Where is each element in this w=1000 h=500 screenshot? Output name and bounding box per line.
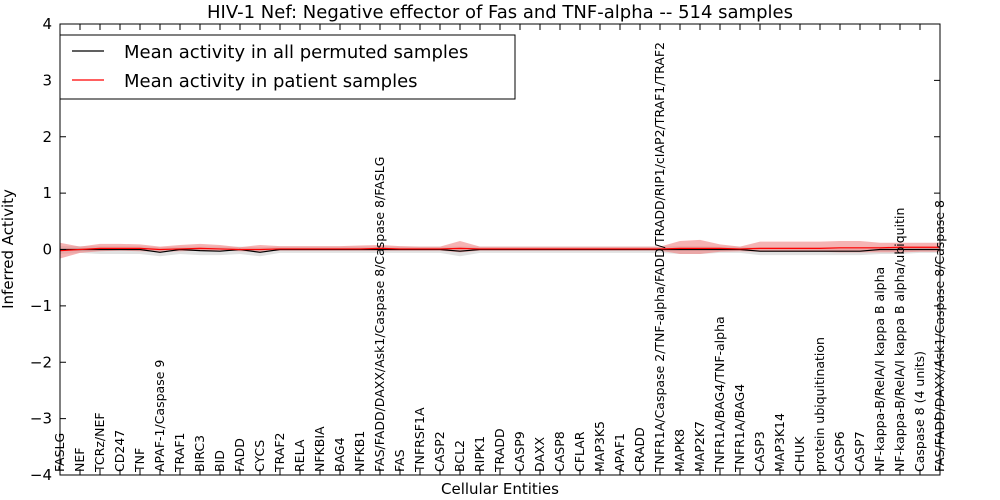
chart-title: HIV-1 Nef: Negative effector of Fas and … (207, 2, 793, 23)
x-category-label: CASP9 (512, 431, 527, 472)
x-category-label: CASP7 (852, 431, 867, 472)
x-category-label: CASP3 (752, 431, 767, 472)
x-category-label: TRAF1 (172, 432, 187, 473)
y-tick-label: −4 (30, 466, 52, 484)
category-labels: FASLG NEF TCRz/NEF CD247 TNF APAF-1/Caspase 9… (52, 42, 947, 473)
x-category-label: CD247 (112, 430, 127, 472)
x-category-label: TNFRSF1A (412, 407, 427, 473)
y-tick-label: 0 (42, 241, 52, 259)
x-category-label: RELA (292, 439, 307, 472)
x-category-label: CASP6 (832, 431, 847, 472)
x-category-label: CASP2 (432, 431, 447, 472)
x-category-label: FAS/FADD/DAXX/Ask1/Caspase 8/Caspase 8/F… (372, 157, 387, 472)
x-category-label: TNFR1A/Caspase 2/TNF-alpha/FADD/TRADD/RI… (652, 42, 667, 473)
x-category-label: Caspase 8 (4 units) (912, 351, 927, 472)
plot-frame (59, 23, 941, 476)
series-lines (59, 246, 940, 253)
x-category-label: NF-kappa-B/RelA/I kappa B alpha (872, 267, 887, 472)
x-category-label: FAS (392, 449, 407, 472)
y-tick-label: −1 (30, 297, 52, 315)
y-axis-label: Inferred Activity (0, 189, 17, 309)
y-tick-label: 1 (42, 184, 52, 202)
x-category-label: NFKB1 (352, 431, 367, 472)
legend-label-permuted: Mean activity in all permuted samples (124, 42, 468, 63)
x-category-label: BIRC3 (192, 435, 207, 472)
legend-label-patient: Mean activity in patient samples (124, 71, 418, 92)
y-tick-label: −3 (30, 410, 52, 428)
x-category-label: RIPK1 (472, 436, 487, 472)
x-category-label: MAP3K14 (772, 413, 787, 472)
x-category-label: TNF (132, 448, 147, 473)
x-category-label: APAF1 (612, 433, 627, 472)
x-category-label: TCRz/NEF (92, 412, 107, 473)
x-category-label: TRADD (492, 428, 507, 473)
x-category-label: TRAF2 (272, 432, 287, 473)
x-category-label: NFKBIA (312, 426, 327, 472)
x-category-label: BID (212, 450, 227, 472)
x-category-label: MAP3K5 (592, 421, 607, 472)
x-category-label: CRADD (632, 427, 647, 472)
x-axis-label: Cellular Entities (441, 480, 559, 498)
y-tick-label: 3 (42, 71, 52, 89)
x-category-label: TNFR1A/BAG4/TNF-alpha (712, 316, 727, 473)
x-category-label: DAXX (532, 436, 547, 472)
x-category-label: CYCS (252, 440, 267, 472)
x-category-label: protein ubiquitination (812, 337, 827, 472)
x-category-label: FADD (232, 438, 247, 472)
x-category-label: BAG4 (332, 437, 347, 472)
y-tick-label: −2 (30, 353, 52, 371)
x-category-label: CASP8 (552, 431, 567, 472)
x-category-label: NF-kappa-B/RelA/I kappa B alpha/ubiquiti… (892, 208, 907, 472)
x-category-label: CHUK (792, 436, 807, 472)
y-tick-label: 4 (42, 15, 52, 33)
y-tick-label: 2 (42, 128, 52, 146)
legend-box (59, 34, 516, 100)
x-category-label: MAPK8 (672, 429, 687, 472)
x-category-label: TNFR1A/BAG4 (732, 384, 747, 473)
x-category-label: BCL2 (452, 440, 467, 472)
series-line-patient (59, 246, 940, 252)
x-category-label: APAF-1/Caspase 9 (152, 360, 167, 472)
x-category-label: CFLAR (572, 431, 587, 472)
legend: Mean activity in all permuted samples Me… (59, 34, 516, 100)
x-category-label: NEF (72, 448, 87, 472)
x-category-label: MAP2K7 (692, 421, 707, 472)
